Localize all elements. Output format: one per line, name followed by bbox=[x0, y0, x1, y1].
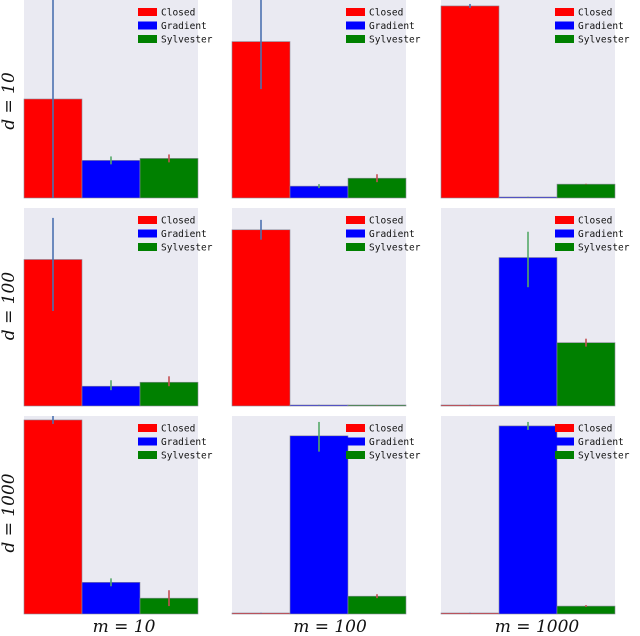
bar-sylvester-r2c1 bbox=[347, 595, 407, 615]
legend-swatch-sylvester-r0c1 bbox=[346, 35, 365, 43]
panel-r2c2: Closed Gradient Sylvester bbox=[440, 416, 630, 615]
legend-label-closed-r0c1: Closed bbox=[369, 8, 403, 19]
panel-r0c0: Closed Gradient Sylvester bbox=[23, 0, 213, 199]
legend-swatch-sylvester-r0c0 bbox=[138, 35, 157, 43]
legend-swatch-sylvester-r1c2 bbox=[555, 243, 574, 251]
legend-swatch-closed-r2c0 bbox=[138, 424, 157, 432]
legend-label-closed-r1c1: Closed bbox=[369, 216, 403, 227]
legend-swatch-sylvester-r0c2 bbox=[555, 35, 574, 43]
bar-sylvester-r0c0 bbox=[139, 158, 199, 199]
legend-swatch-gradient-r2c0 bbox=[138, 437, 157, 446]
legend-swatch-closed-r0c0 bbox=[138, 8, 157, 16]
panel-r0c1: Closed Gradient Sylvester bbox=[231, 0, 421, 199]
legend-label-gradient-r0c1: Gradient bbox=[369, 21, 415, 32]
legend-label-gradient-r2c1: Gradient bbox=[369, 437, 415, 448]
bar-closed-r0c2 bbox=[440, 5, 500, 199]
legend-swatch-closed-r1c0 bbox=[138, 216, 157, 224]
panel-r1c2: Closed Gradient Sylvester bbox=[440, 208, 630, 407]
legend-label-sylvester-r0c0: Sylvester bbox=[161, 35, 213, 46]
bar-sylvester-r2c2 bbox=[556, 605, 616, 615]
col-label-m10: m = 10 bbox=[93, 617, 156, 636]
legend-label-sylvester-r2c0: Sylvester bbox=[161, 451, 213, 462]
legend-label-gradient-r1c2: Gradient bbox=[578, 229, 624, 240]
legend-swatch-gradient-r2c1 bbox=[346, 437, 365, 446]
bar-sylvester-r0c2 bbox=[556, 183, 616, 199]
legend-label-closed-r2c1: Closed bbox=[369, 424, 403, 435]
legend-label-closed-r2c0: Closed bbox=[161, 424, 195, 435]
legend-label-gradient-r2c2: Gradient bbox=[578, 437, 624, 448]
panel-r1c0: Closed Gradient Sylvester bbox=[23, 208, 213, 407]
legend-swatch-closed-r2c1 bbox=[346, 424, 365, 432]
legend-label-gradient-r0c0: Gradient bbox=[161, 21, 207, 32]
panels-layer: Closed Gradient Sylvester Closed Gradient Syl… bbox=[23, 0, 630, 615]
legend-label-closed-r0c0: Closed bbox=[161, 8, 195, 19]
legend-swatch-sylvester-r2c0 bbox=[138, 451, 157, 459]
legend-label-gradient-r2c0: Gradient bbox=[161, 437, 207, 448]
legend-label-sylvester-r1c1: Sylvester bbox=[369, 243, 421, 254]
legend-swatch-closed-r2c2 bbox=[555, 424, 574, 432]
legend-swatch-gradient-r1c2 bbox=[555, 229, 574, 238]
legend-swatch-closed-r0c1 bbox=[346, 8, 365, 16]
bar-gradient-r2c1 bbox=[289, 435, 349, 615]
bar-closed-r2c0 bbox=[23, 419, 83, 615]
legend-swatch-gradient-r0c2 bbox=[555, 21, 574, 30]
panel-r0c2: Closed Gradient Sylvester bbox=[440, 0, 630, 199]
legend-label-sylvester-r0c2: Sylvester bbox=[578, 35, 630, 46]
panel-r1c1: Closed Gradient Sylvester bbox=[231, 208, 421, 407]
legend-label-sylvester-r1c2: Sylvester bbox=[578, 243, 630, 254]
panel-r2c0: Closed Gradient Sylvester bbox=[23, 416, 213, 615]
legend-label-closed-r0c2: Closed bbox=[578, 8, 612, 19]
bar-sylvester-r1c2 bbox=[556, 342, 616, 407]
bar-gradient-r2c2 bbox=[498, 425, 558, 615]
legend-swatch-sylvester-r1c1 bbox=[346, 243, 365, 251]
legend-swatch-closed-r0c2 bbox=[555, 8, 574, 16]
legend-label-gradient-r1c0: Gradient bbox=[161, 229, 207, 240]
col-label-m100: m = 100 bbox=[293, 617, 367, 636]
legend-label-sylvester-r0c1: Sylvester bbox=[369, 35, 421, 46]
legend-swatch-sylvester-r2c1 bbox=[346, 451, 365, 459]
labels-layer: d = 10 d = 100 d = 1000 m = 10 m = 100 m… bbox=[0, 72, 579, 636]
legend-swatch-gradient-r1c0 bbox=[138, 229, 157, 238]
legend-label-closed-r1c2: Closed bbox=[578, 216, 612, 227]
col-label-m1000: m = 1000 bbox=[495, 617, 580, 636]
legend-label-sylvester-r2c1: Sylvester bbox=[369, 451, 421, 462]
legend-swatch-sylvester-r1c0 bbox=[138, 243, 157, 251]
legend-swatch-closed-r1c2 bbox=[555, 216, 574, 224]
bar-gradient-r0c0 bbox=[81, 160, 141, 199]
legend-swatch-closed-r1c1 bbox=[346, 216, 365, 224]
row-label-d100: d = 100 bbox=[0, 272, 19, 341]
legend-label-closed-r1c0: Closed bbox=[161, 216, 195, 227]
legend-swatch-gradient-r0c0 bbox=[138, 21, 157, 30]
bar-closed-r1c1 bbox=[231, 229, 291, 407]
row-label-d1000: d = 1000 bbox=[0, 473, 19, 552]
legend-swatch-sylvester-r2c2 bbox=[555, 451, 574, 459]
legend-swatch-gradient-r0c1 bbox=[346, 21, 365, 30]
legend-label-sylvester-r2c2: Sylvester bbox=[578, 451, 630, 462]
panel-r2c1: Closed Gradient Sylvester bbox=[231, 416, 421, 615]
legend-swatch-gradient-r2c2 bbox=[555, 437, 574, 446]
row-label-d10: d = 10 bbox=[0, 72, 19, 130]
bar-gradient-r2c0 bbox=[81, 582, 141, 615]
legend-label-gradient-r1c1: Gradient bbox=[369, 229, 415, 240]
legend-label-closed-r2c2: Closed bbox=[578, 424, 612, 435]
legend-label-gradient-r0c2: Gradient bbox=[578, 21, 624, 32]
legend-label-sylvester-r1c0: Sylvester bbox=[161, 243, 213, 254]
legend-swatch-gradient-r1c1 bbox=[346, 229, 365, 238]
